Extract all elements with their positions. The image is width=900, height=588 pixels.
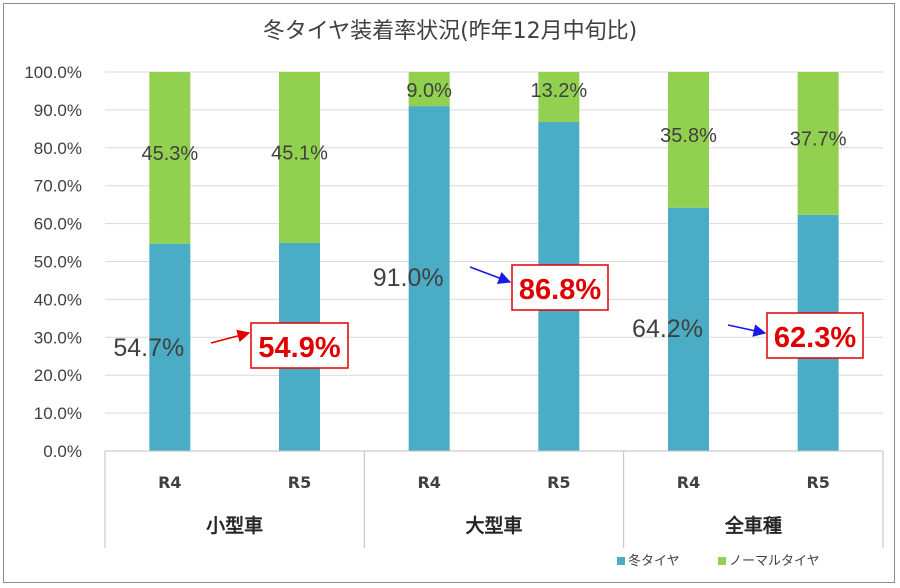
highlight-label-small-r5: 54.9% xyxy=(258,332,340,364)
x-category-label: R5 xyxy=(547,473,570,492)
x-axis: R4 R5 R4 R5 R4 R5 小型車 大型車 全車種 xyxy=(104,450,884,548)
y-axis-ticks: 0.0% 10.0% 20.0% 30.0% 40.0% 50.0% 60.0% 70.0% 8… xyxy=(24,63,82,461)
data-label-winter-0: 54.7% xyxy=(113,334,184,362)
highlight-box-large-r5 xyxy=(511,264,609,311)
data-label-normal-1: 45.1% xyxy=(271,142,328,164)
legend-swatch-normal xyxy=(718,557,726,565)
chart-title: 冬タイヤ装着率状況(昨年12月中旬比) xyxy=(263,19,638,44)
x-group-label: 全車種 xyxy=(724,514,782,537)
arrow-total xyxy=(727,324,767,337)
x-category-label: R4 xyxy=(677,473,700,492)
bar-normal-3 xyxy=(538,72,580,123)
bar-winter-4 xyxy=(668,207,709,451)
highlight-annotations: 54.9% 86.8% 62.3% xyxy=(210,264,864,369)
bar-normal-4 xyxy=(668,72,709,208)
x-category-label: R5 xyxy=(806,473,829,492)
data-label-normal-3: 13.2% xyxy=(530,80,587,102)
data-label-normal-0: 45.3% xyxy=(141,143,198,165)
y-tick-label: 80.0% xyxy=(34,139,82,158)
data-label-winter-4: 64.2% xyxy=(632,315,703,343)
x-group-label: 小型車 xyxy=(206,514,263,537)
data-label-normal-4: 35.8% xyxy=(660,125,717,147)
highlight-box-small-r5 xyxy=(250,322,349,369)
y-tick-label: 90.0% xyxy=(34,101,82,120)
data-labels: 45.3% 54.7% 45.1% 9.0% 91.0% 13.2% 35.8% 64.2% 3… xyxy=(113,80,846,362)
gridlines xyxy=(105,71,883,414)
highlight-label-total-r5: 62.3% xyxy=(774,322,856,354)
legend-label-winter: 冬タイヤ xyxy=(628,553,680,569)
y-tick-label: 20.0% xyxy=(34,366,82,385)
data-label-normal-2: 9.0% xyxy=(406,80,452,102)
y-tick-label: 70.0% xyxy=(34,177,82,196)
legend-swatch-winter xyxy=(617,557,625,565)
y-tick-label: 50.0% xyxy=(34,253,82,272)
y-tick-label: 100.0% xyxy=(24,63,82,82)
y-tick-label: 0.0% xyxy=(43,442,82,461)
y-tick-label: 30.0% xyxy=(34,328,82,347)
bar-winter-0 xyxy=(149,243,191,451)
y-tick-label: 10.0% xyxy=(34,404,82,423)
x-category-label: R4 xyxy=(158,473,181,492)
legend: 冬タイヤ ノーマルタイヤ xyxy=(617,553,820,569)
data-label-normal-5: 37.7% xyxy=(790,128,847,150)
bar-normal-5 xyxy=(797,72,839,215)
y-tick-label: 40.0% xyxy=(34,290,82,309)
highlight-label-large-r5: 86.8% xyxy=(519,274,601,306)
x-category-label: R4 xyxy=(417,473,440,492)
x-category-label: R5 xyxy=(288,473,311,492)
bar-normal-2 xyxy=(408,72,450,107)
bar-winter-2 xyxy=(408,106,450,452)
arrow-small xyxy=(210,329,251,344)
x-group-label: 大型車 xyxy=(465,514,522,537)
data-label-winter-2: 91.0% xyxy=(373,264,444,292)
arrow-large xyxy=(469,266,512,284)
highlight-box-total-r5 xyxy=(766,312,864,359)
bar-normal-1 xyxy=(279,72,320,243)
bar-normal-0 xyxy=(149,72,191,244)
legend-label-normal: ノーマルタイヤ xyxy=(729,554,820,569)
y-tick-label: 60.0% xyxy=(34,215,82,234)
